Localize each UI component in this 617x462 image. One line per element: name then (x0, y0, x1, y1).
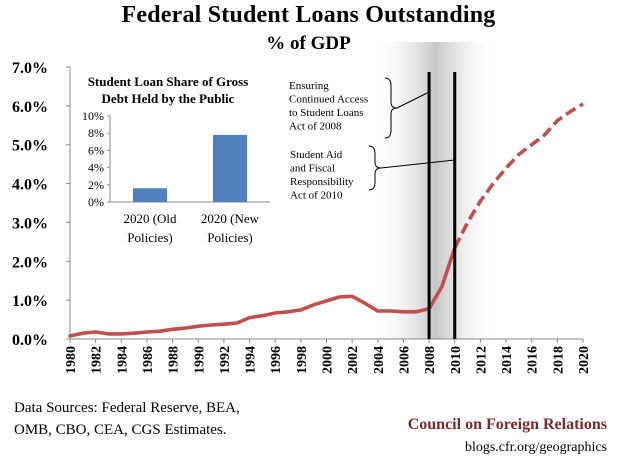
x-tick-label: 1980 (64, 346, 79, 374)
inset-category-label: Policies) (127, 230, 173, 245)
series-line-historical (68, 245, 457, 338)
inset-y-tick-label: 8% (88, 126, 104, 140)
annotation-leader (396, 91, 430, 109)
x-tick-label: 1994 (244, 346, 259, 374)
x-tick-label: 1988 (167, 346, 182, 374)
y-tick-label: 3.0% (12, 215, 48, 232)
x-tick-label: 1990 (192, 346, 207, 374)
inset-bar-1 (133, 188, 167, 202)
annotation-text: and Fiscal (290, 163, 335, 175)
shaded-policy-region (371, 42, 500, 339)
annotation-text: Student Aid (290, 149, 343, 161)
x-tick-label: 2000 (321, 346, 336, 374)
source-note-line-1: Data Sources: Federal Reserve, BEA, (14, 400, 240, 416)
x-tick-label: 2004 (372, 346, 387, 374)
annotation-leader (380, 159, 455, 169)
x-tick-label: 1998 (295, 346, 310, 374)
organization-url: blogs.cfr.org/geographics (464, 440, 607, 455)
y-tick-label: 1.0% (12, 293, 48, 310)
annotation-text: Ensuring (289, 80, 329, 92)
annotation-text: Continued Access (289, 94, 368, 106)
x-tick-label: 2018 (551, 346, 566, 374)
x-tick-label: 2008 (423, 346, 438, 374)
series-line-projected (453, 102, 584, 249)
inset-title: Debt Held by the Public (102, 91, 235, 106)
x-tick-label: 2006 (397, 346, 412, 374)
x-tick-label: 2012 (474, 346, 489, 374)
inset-y-tick-label: 4% (88, 161, 104, 175)
y-tick-label: 4.0% (12, 177, 48, 194)
x-tick-label: 2002 (346, 346, 361, 374)
inset-bar-2 (213, 134, 247, 202)
y-tick-label: 7.0% (12, 60, 48, 77)
x-tick-label: 1996 (269, 346, 284, 374)
annotation-text: Act of 2008 (289, 121, 342, 133)
x-tick-label: 2014 (500, 346, 515, 374)
inset-category-label: 2020 (Old (123, 211, 177, 226)
inset-category-label: Policies) (207, 230, 253, 245)
y-tick-label: 6.0% (12, 99, 48, 116)
y-tick-label: 2.0% (12, 254, 48, 271)
inset-category-label: 2020 (New (201, 211, 260, 226)
x-tick-label: 1992 (218, 346, 233, 374)
chart-subtitle: % of GDP (266, 33, 351, 54)
x-tick-label: 2010 (449, 346, 464, 374)
y-tick-label: 5.0% (12, 138, 48, 155)
inset-y-tick-label: 0% (88, 195, 104, 209)
source-note-line-2: OMB, CBO, CEA, CGS Estimates. (14, 422, 227, 438)
x-tick-label: 1986 (141, 346, 156, 374)
inset-y-tick-label: 2% (88, 178, 104, 192)
y-tick-label: 0.0% (12, 332, 48, 349)
organization-name: Council on Foreign Relations (407, 416, 607, 433)
chart-title: Federal Student Loans Outstanding (121, 2, 496, 28)
x-tick-label: 1984 (115, 346, 130, 374)
annotation-text: to Student Loans (289, 107, 364, 119)
annotation-text: Act of 2010 (290, 190, 343, 202)
annotation-text: Responsibility (290, 176, 354, 188)
inset-y-tick-label: 10% (82, 109, 104, 123)
x-tick-label: 2016 (526, 346, 541, 374)
inset-title: Student Loan Share of Gross (88, 74, 249, 89)
x-tick-label: 1982 (90, 346, 105, 374)
x-tick-label: 2020 (577, 346, 592, 374)
inset-y-tick-label: 6% (88, 143, 104, 157)
